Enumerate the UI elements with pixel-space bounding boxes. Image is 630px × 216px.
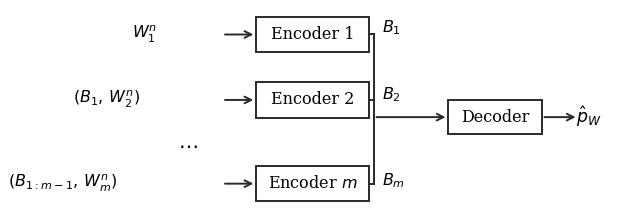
FancyBboxPatch shape (256, 82, 369, 118)
Text: $(B_{1:m-1},\,W_m^n)$: $(B_{1:m-1},\,W_m^n)$ (8, 173, 118, 194)
Text: $\hat{p}_W$: $\hat{p}_W$ (576, 105, 601, 129)
Text: Encoder $m$: Encoder $m$ (268, 175, 357, 192)
Text: Encoder 2: Encoder 2 (271, 91, 354, 108)
FancyBboxPatch shape (256, 166, 369, 201)
Text: $W_1^n$: $W_1^n$ (132, 24, 158, 45)
Text: Encoder 1: Encoder 1 (271, 26, 355, 43)
FancyBboxPatch shape (449, 100, 542, 134)
Text: $B_2$: $B_2$ (382, 86, 401, 105)
Text: Decoder: Decoder (461, 109, 529, 126)
Text: $B_1$: $B_1$ (382, 18, 401, 37)
FancyBboxPatch shape (256, 17, 369, 52)
Text: $(B_1,\,W_2^n)$: $(B_1,\,W_2^n)$ (73, 89, 140, 110)
Text: $B_m$: $B_m$ (382, 172, 404, 190)
Text: $\cdots$: $\cdots$ (178, 137, 198, 156)
